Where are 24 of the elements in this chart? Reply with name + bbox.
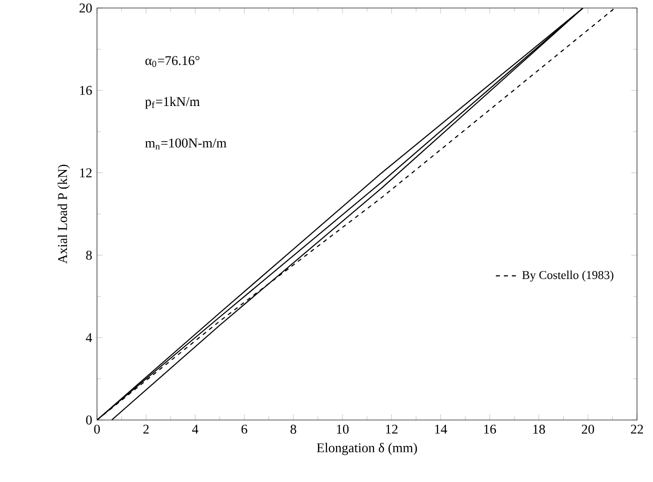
annotation: α$_{0}$=76.16° (145, 56, 200, 68)
x-tick-label: 6 (242, 424, 248, 434)
y-tick-label: 16 (80, 86, 92, 95)
x-tick-label: 8 (290, 424, 296, 434)
x-tick-label: 4 (192, 424, 198, 434)
x-tick-label: 2 (143, 424, 149, 434)
y-tick-label: 20 (80, 4, 92, 12)
legend-label: By Costello (1983) (522, 270, 614, 282)
y-axis-title: Axial Load P (kN) (58, 164, 70, 264)
x-tick-label: 12 (386, 424, 398, 434)
annotation: m$_{n}$=100N-m/m (145, 138, 226, 150)
x-tick-label: 20 (582, 424, 594, 434)
x-tick-label: 10 (336, 424, 349, 434)
y-tick-label: 12 (80, 168, 92, 178)
y-tick-label: 4 (86, 333, 92, 342)
annotation: p$_{f}$=1kN/m (145, 96, 200, 109)
x-tick-label: 18 (533, 424, 545, 434)
x-tick-label: 0 (94, 424, 100, 434)
x-tick-label: 22 (630, 424, 643, 434)
x-tick-label: 14 (435, 424, 448, 434)
x-axis-title: Elongation δ (mm) (316, 442, 417, 456)
y-tick-label: 0 (86, 416, 92, 424)
x-tick-label: 16 (484, 424, 496, 434)
y-tick-label: 8 (86, 250, 92, 260)
